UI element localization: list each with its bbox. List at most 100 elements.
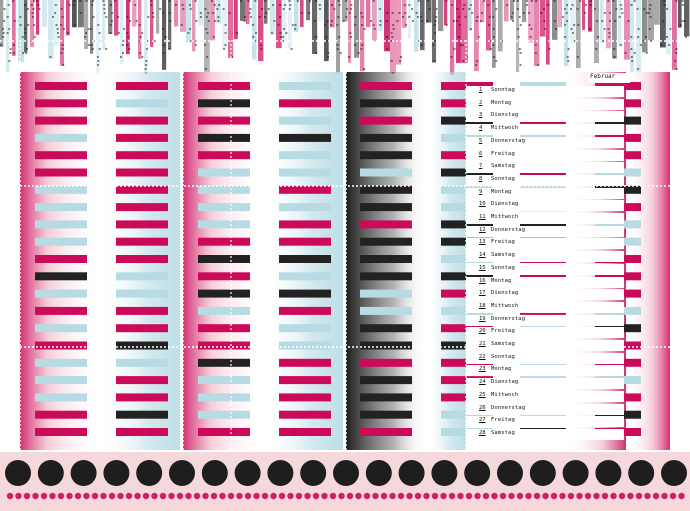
small-dot [635,492,643,500]
bar [360,324,412,333]
noise-dot [152,16,155,18]
noise-dot [327,52,330,54]
noise-dot [218,4,221,6]
noise-dot [379,8,382,10]
small-dot [227,492,235,500]
day-number: 28 [479,429,486,436]
bar [198,289,250,298]
calendar-row-background [466,200,624,212]
small-dot [74,492,82,500]
noise-stripe [144,0,148,75]
bar [595,272,641,281]
noise-stripe [210,0,215,41]
noise-dot [567,48,570,50]
noise-stripe [258,0,264,62]
noise-dot [8,28,11,30]
noise-dot [453,48,456,50]
bar [360,358,412,367]
noise-dot [111,12,114,14]
noise-stripe [24,0,28,53]
bar [198,410,250,419]
noise-dot [510,16,513,18]
noise-dot [463,4,466,6]
noise-dot [519,52,522,54]
noise-stripe [384,0,390,52]
noise-dot [522,12,525,14]
bar [35,203,87,212]
noise-dot [291,24,294,26]
noise-dot [224,24,227,26]
small-dot [423,492,430,500]
noise-stripe [162,0,167,70]
bar [198,133,250,142]
noise-stripe [114,0,119,36]
noise-dot [26,8,29,10]
bar [360,289,412,298]
noise-dot [379,24,382,26]
noise-dot [553,0,556,2]
noise-stripe [348,0,352,63]
small-dot [678,492,685,500]
small-dot [448,492,456,500]
noise-dot [103,4,106,6]
noise-stripe [606,0,611,49]
noise-dot [571,4,574,6]
bar [116,151,168,160]
noise-stripe [42,0,47,27]
weekday-name: Dienstag [491,112,519,119]
noise-dot [57,36,60,38]
noise-dot [489,48,492,50]
noise-dot [189,8,192,10]
calendar-row-background [466,162,624,174]
noise-dot [243,16,246,18]
bar [360,428,412,436]
bar [198,185,250,194]
noise-dot [205,28,208,30]
noise-dot [567,60,570,62]
noise-dot [195,20,198,22]
noise-dot [270,32,273,34]
noise-dot [492,28,495,30]
bar [35,82,87,90]
small-dot [168,492,175,500]
noise-dot [554,28,557,30]
noise-dot [595,20,598,22]
small-dot [244,492,252,500]
noise-dot [249,16,252,18]
noise-dot [98,48,101,50]
day-number: 19 [479,315,486,322]
noise-stripe [672,0,677,70]
noise-dot [468,8,471,10]
noise-dot [288,8,291,10]
noise-dot [579,0,582,2]
weekday-name: Sonntag [491,175,515,182]
noise-stripe [168,0,172,50]
noise-dot [492,0,495,2]
noise-dot [236,32,239,34]
noise-stripe [174,0,179,27]
noise-dot [637,28,640,30]
big-dot [464,460,491,486]
noise-dot [182,8,185,10]
bar [198,341,250,350]
noise-dot [33,0,36,2]
bar [116,341,168,350]
noise-dot [3,20,6,22]
noise-dot [386,48,389,50]
noise-dot [13,52,16,54]
noise-dot [79,12,82,14]
noise-dot [56,32,59,34]
noise-stripe [588,0,593,32]
noise-dot [516,0,519,2]
noise-dot [283,28,286,30]
noise-dot [530,0,533,2]
noise-dot [451,4,454,6]
noise-dot [513,0,516,2]
noise-dot [612,0,615,2]
noise-dot [493,56,496,58]
noise-dot [224,44,227,46]
noise-stripe [450,0,455,75]
noise-dot [391,36,394,38]
small-dot [431,492,439,500]
noise-stripe [66,0,70,36]
